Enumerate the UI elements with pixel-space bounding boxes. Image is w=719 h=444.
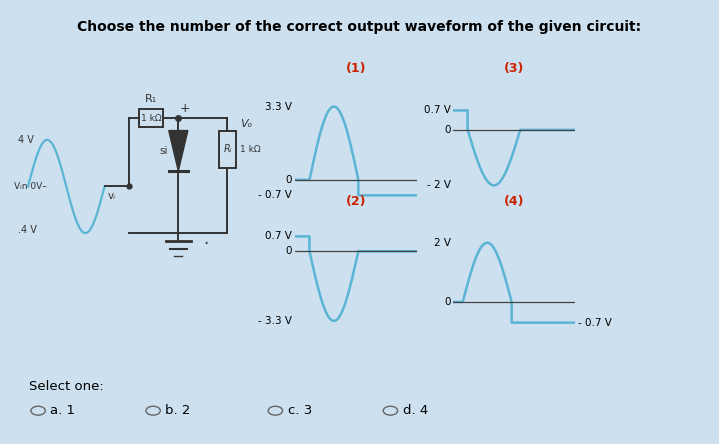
Text: R₁: R₁ (145, 94, 157, 104)
Text: a. 1: a. 1 (50, 404, 75, 417)
Text: 0: 0 (286, 246, 293, 256)
Bar (139, 109, 163, 127)
Text: - 3.3 V: - 3.3 V (258, 316, 293, 326)
Text: 1 kΩ: 1 kΩ (141, 114, 161, 123)
Text: si: si (159, 146, 168, 156)
Text: (3): (3) (504, 62, 524, 75)
Text: Vₒ: Vₒ (240, 119, 252, 129)
Text: 3.3 V: 3.3 V (265, 102, 293, 111)
Text: (4): (4) (504, 195, 524, 208)
Text: - 0.7 V: - 0.7 V (577, 317, 612, 328)
Text: Rₗ: Rₗ (224, 144, 232, 154)
Text: (2): (2) (346, 195, 366, 208)
Text: Choose the number of the correct output waveform of the given circuit:: Choose the number of the correct output … (78, 20, 641, 34)
Text: .4 V: .4 V (19, 225, 37, 235)
Text: - 2 V: - 2 V (426, 180, 451, 190)
Text: (1): (1) (346, 62, 366, 75)
Text: 0: 0 (444, 297, 451, 307)
Text: Vᵢn 0V–: Vᵢn 0V– (14, 182, 47, 191)
Text: Select one:: Select one: (29, 380, 104, 392)
Text: b. 2: b. 2 (165, 404, 191, 417)
Text: d. 4: d. 4 (403, 404, 428, 417)
Text: 0.7 V: 0.7 V (423, 105, 451, 115)
Bar (219, 131, 236, 168)
Text: +: + (180, 102, 191, 115)
Text: .: . (203, 230, 209, 248)
Text: 0.7 V: 0.7 V (265, 231, 293, 242)
Text: vᵢ: vᵢ (107, 191, 115, 201)
Polygon shape (169, 131, 188, 171)
Text: 0: 0 (286, 175, 293, 185)
Text: 2 V: 2 V (434, 238, 451, 248)
Text: 4 V: 4 V (19, 135, 35, 145)
Text: c. 3: c. 3 (288, 404, 312, 417)
Text: 1 kΩ: 1 kΩ (240, 145, 260, 154)
Text: - 0.7 V: - 0.7 V (258, 190, 293, 200)
Text: 0: 0 (444, 125, 451, 135)
